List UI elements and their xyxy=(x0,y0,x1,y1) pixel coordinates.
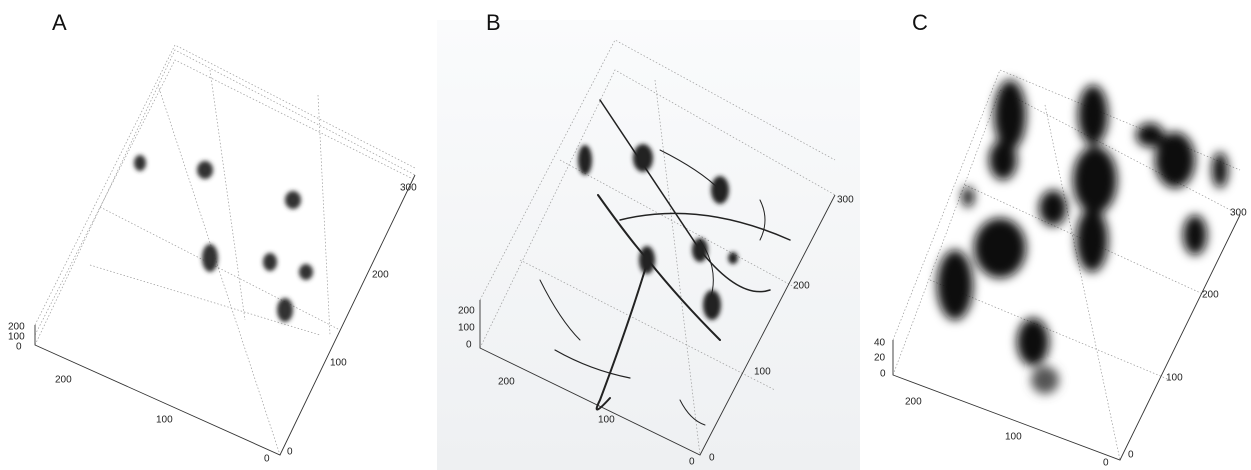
right-tick: 200 xyxy=(1202,290,1219,301)
box-grid xyxy=(35,45,415,455)
right-tick: 300 xyxy=(1230,208,1247,219)
right-tick: 300 xyxy=(837,195,854,206)
left-tick: 200 xyxy=(55,375,72,386)
z-tick: 20 xyxy=(874,353,886,364)
panel-b: B 200 100 0 20 xyxy=(437,10,860,470)
z-tick: 200 xyxy=(458,306,475,317)
panel-a: A 200 100 0 200 100 0 0 100 200 300 xyxy=(8,10,417,465)
left-tick: 200 xyxy=(498,377,515,388)
right-tick: 200 xyxy=(372,270,389,281)
panel-label: B xyxy=(486,10,501,35)
left-tick: 0 xyxy=(689,457,695,468)
left-tick: 200 xyxy=(905,397,922,408)
right-tick: 0 xyxy=(709,453,715,464)
z-tick: 100 xyxy=(458,323,475,334)
right-tick: 100 xyxy=(754,367,771,378)
left-tick: 100 xyxy=(598,415,615,426)
figure: A 200 100 0 200 100 0 0 100 200 300 xyxy=(0,0,1251,470)
cells xyxy=(134,155,313,322)
right-tick: 100 xyxy=(1166,373,1183,384)
left-tick: 0 xyxy=(1103,458,1109,469)
z-tick: 40 xyxy=(874,338,886,349)
left-tick: 0 xyxy=(264,454,270,465)
z-tick: 0 xyxy=(880,369,886,380)
z-tick: 0 xyxy=(466,340,472,351)
panel-c: C 40 20 0 200 100 0 0 100 200 300 xyxy=(874,10,1247,469)
right-tick: 0 xyxy=(287,447,293,458)
z-tick: 0 xyxy=(16,342,22,353)
left-tick: 100 xyxy=(156,415,173,426)
panel-label: C xyxy=(912,10,928,35)
left-tick: 100 xyxy=(1005,432,1022,443)
cells xyxy=(937,80,1228,394)
panel-label: A xyxy=(52,10,67,35)
right-tick: 300 xyxy=(400,183,417,194)
right-tick: 0 xyxy=(1128,450,1134,461)
right-tick: 100 xyxy=(330,358,347,369)
right-tick: 200 xyxy=(793,281,810,292)
